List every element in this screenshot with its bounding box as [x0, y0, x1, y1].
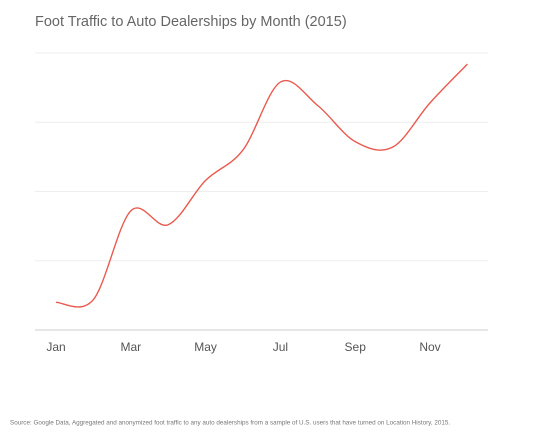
x-tick-label: Jan: [46, 340, 65, 354]
source-note: Source: Google Data, Aggregated and anon…: [10, 420, 450, 427]
x-tick-label: Mar: [120, 340, 141, 354]
chart-title: Foot Traffic to Auto Dealerships by Mont…: [35, 14, 347, 30]
x-tick-label: Nov: [419, 340, 440, 354]
x-tick-label: Jul: [273, 340, 288, 354]
x-tick-label: Sep: [345, 340, 367, 354]
x-tick-label: May: [194, 340, 217, 354]
data-line: [55, 63, 468, 308]
